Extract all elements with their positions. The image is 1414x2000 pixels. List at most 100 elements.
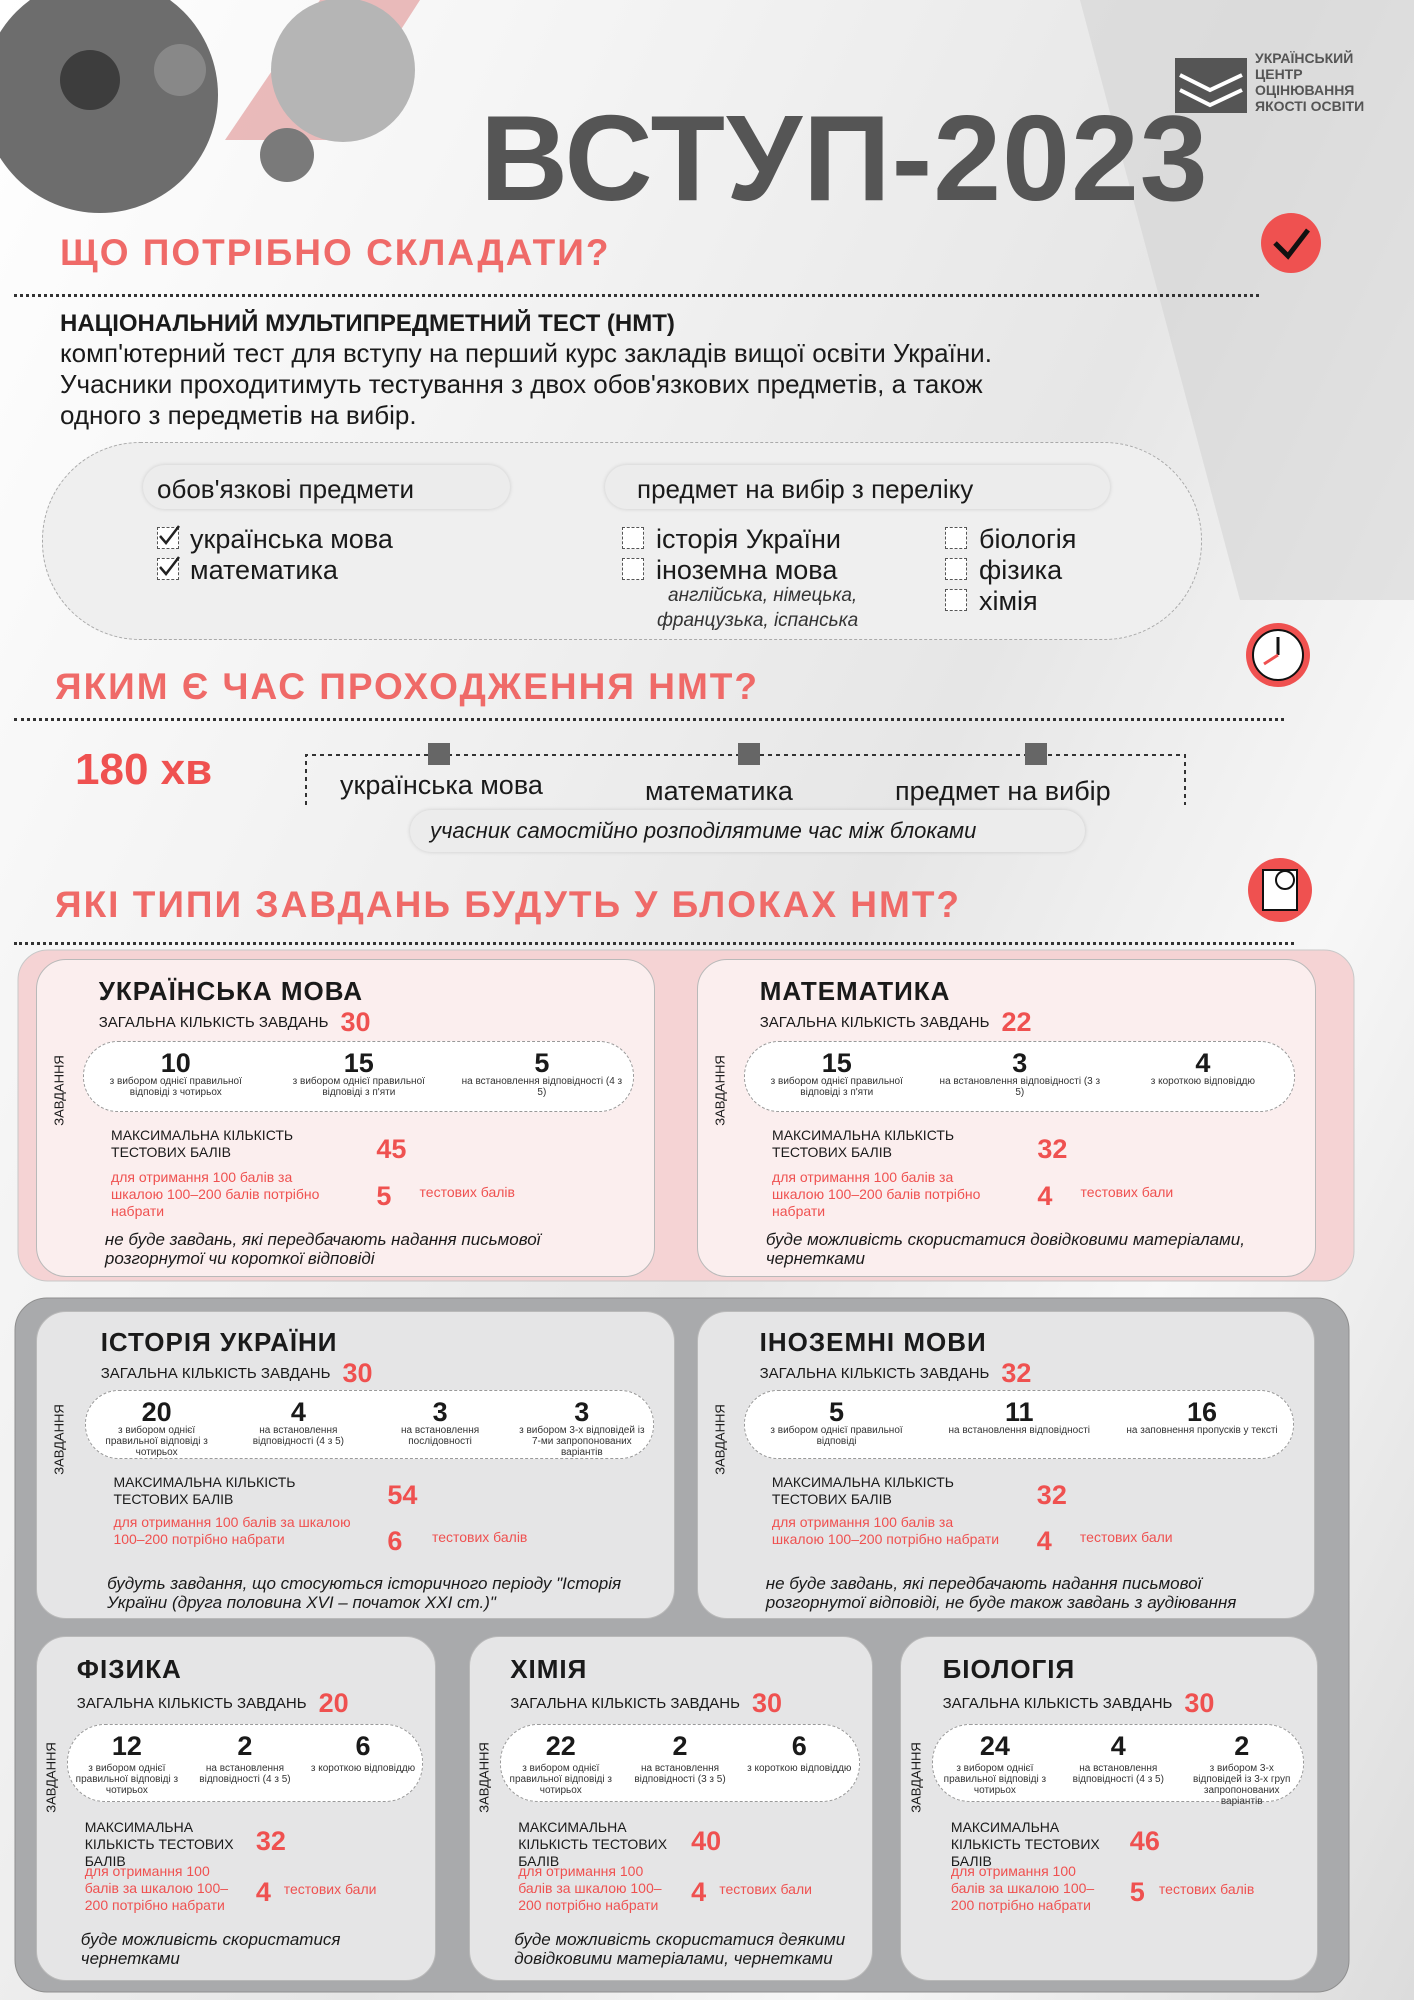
elective-item: історія України <box>656 524 841 554</box>
description-line: комп'ютерний тест для вступу на перший к… <box>60 338 992 368</box>
section-heading: ЯКІ ТИПИ ЗАВДАНЬ БУДУТЬ У БЛОКАХ НМТ? <box>55 884 962 925</box>
total: 20 <box>318 1688 349 1719</box>
remark: буде можливість скористатися деякими дов… <box>514 1930 846 1969</box>
time-block: предмет на вибір <box>895 776 1111 806</box>
max-label: МАКСИМАЛЬНА КІЛЬКІСТЬ ТЕСТОВИХ БАЛІВ <box>111 1127 294 1161</box>
total: 22 <box>1001 1007 1032 1038</box>
task-desc: з короткою відповіддю <box>1150 1076 1255 1088</box>
max: 32 <box>255 1825 286 1856</box>
task-count: 3 <box>432 1397 448 1428</box>
task-desc: з вибором однієї правильної відповіді з … <box>770 1076 903 1099</box>
max-label: МАКСИМАЛЬНА КІЛЬКІСТЬ ТЕСТОВИХ БАЛІВ <box>771 1474 954 1508</box>
total-label: ЗАГАЛЬНА КІЛЬКІСТЬ ЗАВДАНЬ <box>100 1364 331 1382</box>
subject-name: ФІЗИКА <box>76 1654 182 1685</box>
total-row: ЗАГАЛЬНА КІЛЬКІСТЬ ЗАВДАНЬ 22 <box>760 1007 1032 1038</box>
task-count: 15 <box>821 1047 852 1078</box>
max-label: МАКСИМАЛЬНА КІЛЬКІСТЬ ТЕСТОВИХ БАЛІВ <box>518 1818 668 1869</box>
total-label: ЗАГАЛЬНА КІЛЬКІСТЬ ЗАВДАНЬ <box>76 1695 307 1713</box>
max: 40 <box>691 1825 722 1856</box>
remark: буде можливість скористатися чернетками <box>80 1930 341 1969</box>
test-name: НАЦІОНАЛЬНИЙ МУЛЬТИПРЕДМЕТНИЙ ТЕСТ (НМТ) <box>60 310 675 337</box>
task-count: 11 <box>1005 1397 1034 1428</box>
task-desc: на встановлення відповідності (4 з 5) <box>1072 1763 1164 1786</box>
total-label: ЗАГАЛЬНА КІЛЬКІСТЬ ЗАВДАНЬ <box>942 1695 1173 1713</box>
subject-card: ФІЗИКА ЗАГАЛЬНА КІЛЬКІСТЬ ЗАВДАНЬ 20 12 з ви… <box>36 1636 436 1981</box>
threshold-unit: тестових балів <box>1158 1880 1255 1897</box>
languages-note: французька, іспанська <box>657 610 859 631</box>
task-desc: на встановлення відповідності (4 з 5) <box>252 1424 344 1447</box>
threshold: 6 <box>387 1526 403 1557</box>
title: ВСТУП-2023 <box>480 90 1209 226</box>
task-desc: на встановлення відповідності (4 з 5) <box>461 1076 623 1099</box>
max-label: МАКСИМАЛЬНА КІЛЬКІСТЬ ТЕСТОВИХ БАЛІВ <box>84 1818 234 1869</box>
org-line: ЦЕНТР <box>1255 66 1303 82</box>
side-label: ЗАВДАННЯ <box>51 1403 67 1475</box>
section-heading: ЯКИМ Є ЧАС ПРОХОДЖЕННЯ НМТ? <box>55 666 759 707</box>
threshold: 4 <box>1036 1526 1052 1557</box>
total-label: ЗАГАЛЬНА КІЛЬКІСТЬ ЗАВДАНЬ <box>510 1695 740 1713</box>
task-count: 22 <box>545 1731 576 1762</box>
subject-name: МАТЕМАТИКА <box>759 975 951 1006</box>
threshold-unit: тестових балів <box>419 1184 515 1201</box>
task-desc: на встановлення відповідності (3 з 5) <box>634 1763 726 1786</box>
duration: 180 хв <box>75 745 213 794</box>
task-count: 2 <box>1234 1731 1250 1762</box>
task-desc: з вибором однієї правильної відповіді з … <box>75 1763 179 1797</box>
note-pill <box>410 810 1085 852</box>
max: 45 <box>376 1133 407 1164</box>
mandatory-item: українська мова <box>190 524 393 554</box>
org-line: УКРАЇНСЬКИЙ <box>1255 50 1354 66</box>
threshold-unit: тестових балів <box>431 1529 528 1546</box>
task-desc: з короткою відповіддю <box>310 1763 416 1775</box>
tasks-pill: 20 з вибором однієї правильної відповіді … <box>84 1390 654 1460</box>
side-label: ЗАВДАННЯ <box>712 1055 728 1127</box>
elective-item: фізика <box>979 555 1063 585</box>
total: 30 <box>752 1688 783 1719</box>
remark: буде можливість скористатися довідковими… <box>765 1230 1245 1269</box>
side-label: ЗАВДАННЯ <box>43 1742 59 1813</box>
tasks-pill: 22 з вибором однієї правильної відповіді … <box>500 1724 860 1802</box>
tasks-pill: 24 з вибором однієї правильної відповіді … <box>932 1724 1305 1807</box>
task-desc: з вибором 3-х відповідей із 7-ми запропо… <box>519 1424 645 1458</box>
task-count: 4 <box>1110 1731 1126 1762</box>
org-name: УКРАЇНСЬКИЙ ЦЕНТР ОЦІНЮВАННЯ ЯКОСТІ ОСВІ… <box>1255 50 1364 114</box>
task-count: 15 <box>343 1047 374 1078</box>
task-desc: з короткою відповіддю <box>747 1763 852 1775</box>
threshold-unit: тестових бали <box>1079 1529 1173 1546</box>
subject-name: УКРАЇНСЬКА МОВА <box>98 975 363 1006</box>
checkbox <box>945 527 967 549</box>
threshold-note: для отримання 100 балів за шкалою 100–20… <box>950 1863 1095 1914</box>
tasks-pill: 15 з вибором однієї правильної відповіді … <box>744 1040 1296 1113</box>
task-count: 3 <box>1012 1047 1028 1078</box>
subject-card: ІСТОРІЯ УКРАЇНИ ЗАГАЛЬНА КІЛЬКІСТЬ ЗАВДАН… <box>36 1311 675 1619</box>
divider <box>14 942 1294 945</box>
subject-name: ХІМІЯ <box>510 1654 588 1685</box>
task-desc: з вибором однієї правильної відповіді з … <box>105 1424 208 1458</box>
threshold-note: для отримання 100 балів за шкалою 100–20… <box>111 1168 320 1219</box>
task-desc: на встановлення відповідності (3 з 5) <box>939 1076 1101 1099</box>
task-count: 12 <box>111 1731 142 1762</box>
elective-item: хімія <box>979 586 1038 616</box>
mandatory-label: обов'язкові предмети <box>157 474 415 504</box>
total-label: ЗАГАЛЬНА КІЛЬКІСТЬ ЗАВДАНЬ <box>98 1014 329 1032</box>
subject-card: ІНОЗЕМНІ МОВИ ЗАГАЛЬНА КІЛЬКІСТЬ ЗАВДАНЬ 3… <box>697 1311 1315 1619</box>
task-desc: з вибором однієї правильної відповіді з … <box>292 1076 425 1099</box>
checkbox <box>945 558 967 580</box>
total: 30 <box>342 1357 373 1388</box>
threshold: 4 <box>691 1877 707 1908</box>
threshold-note: для отримання 100 балів за шкалою 100–20… <box>518 1863 662 1914</box>
subject-name: ІНОЗЕМНІ МОВИ <box>759 1327 987 1358</box>
label-pill <box>605 465 1110 509</box>
checkbox <box>622 527 644 549</box>
threshold-unit: тестових бали <box>1080 1184 1174 1201</box>
checkbox <box>157 556 180 580</box>
check <box>159 525 180 545</box>
description-line: Учасники проходитимуть тестування з двох… <box>60 369 983 399</box>
subject-name: ІСТОРІЯ УКРАЇНИ <box>100 1327 338 1358</box>
task-count: 6 <box>791 1731 807 1762</box>
max-label: МАКСИМАЛЬНА КІЛЬКІСТЬ ТЕСТОВИХ БАЛІВ <box>772 1127 955 1161</box>
task-count: 3 <box>574 1397 590 1428</box>
threshold: 5 <box>1129 1877 1145 1908</box>
total-label: ЗАГАЛЬНА КІЛЬКІСТЬ ЗАВДАНЬ <box>759 1364 990 1382</box>
